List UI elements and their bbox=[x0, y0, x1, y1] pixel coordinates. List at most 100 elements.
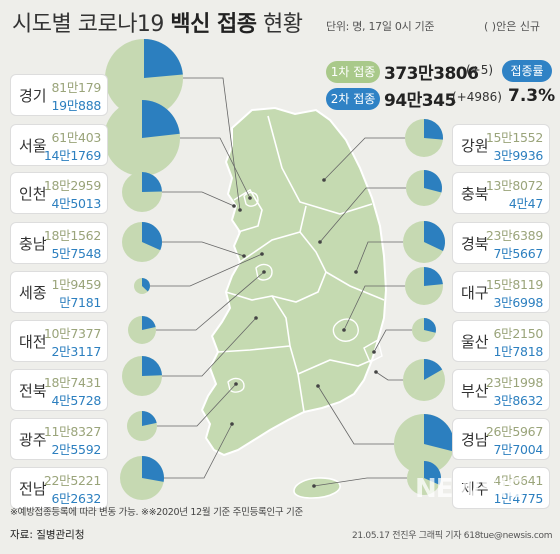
dose2-value: 2만3117 bbox=[51, 344, 102, 359]
pie-dose2-seoul bbox=[142, 100, 180, 138]
leader-line-jeju bbox=[313, 477, 407, 487]
source: 자료: 질병관리청 bbox=[10, 529, 85, 541]
dose2-value: 7만7004 bbox=[493, 442, 544, 457]
dose1-value: 10만7377 bbox=[43, 326, 101, 341]
dose2-value: 만7181 bbox=[59, 295, 101, 310]
leader-line-incheon bbox=[162, 191, 235, 207]
dose1-value: 4만6641 bbox=[493, 473, 544, 488]
leader-lines bbox=[150, 77, 412, 488]
region-label-incheon: 인천 18만2959 4만5013 bbox=[10, 172, 108, 214]
dose2-value: 6만2632 bbox=[51, 491, 102, 506]
watermark: NEWSIS bbox=[415, 474, 525, 504]
leader-line-sejong bbox=[150, 253, 263, 287]
pie-dose2-daegu bbox=[424, 267, 443, 286]
pie-dose2-gyeongnam bbox=[424, 414, 454, 452]
dose2-value: 1만4775 bbox=[493, 491, 544, 506]
rate-value: 7.3% bbox=[508, 86, 556, 106]
map-dot-incheon bbox=[232, 204, 236, 208]
dose1-value: 18만7431 bbox=[43, 375, 101, 390]
region-label-gangwon: 강원 15만1552 3만9936 bbox=[452, 124, 550, 166]
region-label-daegu: 대구 15만8119 3만6998 bbox=[452, 271, 550, 313]
dose2-value: 14만1769 bbox=[43, 148, 101, 163]
ulsan-outline bbox=[363, 338, 383, 363]
pie-layer bbox=[104, 39, 454, 500]
region-name: 강원 bbox=[461, 137, 489, 155]
pie-dose2-gangwon bbox=[424, 119, 443, 140]
region-label-jeonnam: 전남 22만5221 6만2632 bbox=[10, 467, 108, 509]
pie-dose2-busan bbox=[424, 359, 443, 380]
border-gyeongnam bbox=[297, 359, 373, 375]
map-dot-gwangju bbox=[234, 382, 238, 386]
region-name: 경북 bbox=[461, 235, 489, 253]
border-jeonnam bbox=[217, 345, 291, 353]
border-chungbuk bbox=[271, 231, 327, 303]
map-dot-sejong bbox=[260, 252, 264, 256]
pie-dose2-gwangju bbox=[142, 411, 157, 426]
page-title: 시도별 코로나19 백신 접종 현황 bbox=[12, 12, 303, 37]
map-dot-gangwon bbox=[322, 178, 326, 182]
region-name: 제주 bbox=[461, 480, 489, 498]
region-name: 광주 bbox=[19, 431, 47, 449]
region-label-jeonbuk: 전북 18만7431 4만5728 bbox=[10, 369, 108, 411]
dose1-value: 15만1552 bbox=[485, 130, 543, 145]
dose2-value: 1만7818 bbox=[493, 344, 544, 359]
gwangju-outline bbox=[227, 377, 245, 393]
dose1-value: 13만8072 bbox=[485, 178, 543, 193]
dose2-value: 4만5013 bbox=[51, 196, 102, 211]
dose1-value: 6만2150 bbox=[493, 326, 544, 341]
dose2-value: 3만9936 bbox=[493, 148, 544, 163]
dose2-value: 7만5667 bbox=[493, 246, 544, 261]
dose2-value: 2만5592 bbox=[51, 442, 102, 457]
region-name: 경남 bbox=[461, 431, 489, 449]
daejeon-outline bbox=[255, 263, 273, 281]
region-label-chungnam: 충남 18만1562 5만7548 bbox=[10, 222, 108, 264]
region-name: 전남 bbox=[19, 480, 47, 498]
border-gyeongbuk bbox=[325, 271, 385, 301]
mainland-shape bbox=[200, 106, 388, 457]
dose2-value: 3만6998 bbox=[493, 295, 544, 310]
dose1-value: 15만8119 bbox=[485, 277, 543, 292]
leader-line-chungbuk bbox=[319, 187, 406, 243]
region-name: 부산 bbox=[461, 382, 489, 400]
dose2-total: 94만345 bbox=[384, 91, 456, 111]
region-label-gyeongbuk: 경북 23만6389 7만5667 bbox=[452, 222, 550, 264]
dose2-value: 4만5728 bbox=[51, 393, 102, 408]
map-dot-gyeonggi bbox=[238, 208, 242, 212]
region-label-gyeongnam: 경남 26만5967 7만7004 bbox=[452, 418, 550, 460]
border-gangwon bbox=[267, 115, 373, 215]
dose1-value: 23만6389 bbox=[485, 228, 543, 243]
dose1-value: 23만1998 bbox=[485, 375, 543, 390]
dose1-new: (+5) bbox=[466, 63, 494, 77]
pie-dose2-chungbuk bbox=[424, 170, 442, 193]
dose1-value: 18만1562 bbox=[43, 228, 101, 243]
pie-dose2-jeonbuk bbox=[142, 356, 162, 376]
region-name: 인천 bbox=[19, 185, 47, 203]
region-label-jeju: 제주 4만6641 1만4775 bbox=[452, 467, 550, 509]
map-dot-chungnam bbox=[242, 254, 246, 258]
pie-dose2-incheon bbox=[142, 172, 162, 192]
map-dot-seoul bbox=[248, 196, 252, 200]
rate-pill: 접종률 bbox=[502, 60, 552, 82]
leader-line-ulsan bbox=[373, 329, 412, 353]
border-chungcheong bbox=[239, 205, 307, 263]
leader-line-gwangju bbox=[157, 383, 237, 427]
map-dot-jeonnam bbox=[230, 422, 234, 426]
pie-dose2-gyeongbuk bbox=[424, 221, 446, 251]
region-label-sejong: 세종 1만9459 만7181 bbox=[10, 271, 108, 313]
leader-line-chungnam bbox=[162, 241, 245, 257]
region-label-seoul: 서울 61만403 14만1769 bbox=[10, 124, 108, 166]
pie-dose2-daejeon bbox=[142, 316, 156, 330]
new-note: ( )안은 신규 bbox=[484, 20, 541, 33]
map-dot-jeju bbox=[312, 484, 316, 488]
unit-note: 단위: 명, 17일 0시 기준 bbox=[326, 20, 435, 33]
leader-line-gangwon bbox=[323, 137, 405, 181]
leader-line-gyeongnam bbox=[317, 385, 394, 445]
region-name: 세종 bbox=[19, 284, 47, 302]
region-label-ulsan: 울산 6만2150 1만7818 bbox=[452, 320, 550, 362]
region-label-gwangju: 광주 11만8327 2만5592 bbox=[10, 418, 108, 460]
leader-line-seoul bbox=[180, 137, 251, 199]
dose1-value: 81만179 bbox=[51, 80, 102, 95]
region-label-gyeonggi: 경기 81만179 19만888 bbox=[10, 74, 108, 116]
map-dot-gyeongbuk bbox=[354, 270, 358, 274]
